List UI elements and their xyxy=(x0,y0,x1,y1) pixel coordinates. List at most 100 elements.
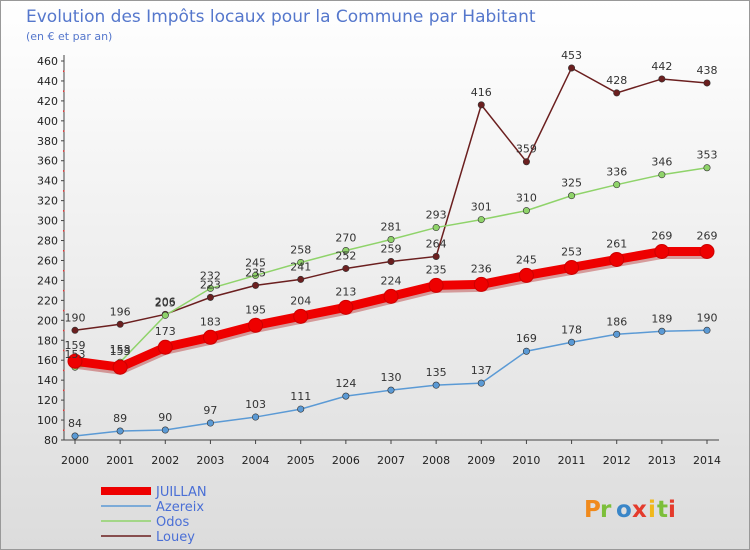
data-point xyxy=(658,327,666,335)
data-point xyxy=(338,299,354,315)
data-label: 213 xyxy=(335,285,356,298)
data-point xyxy=(342,392,350,400)
data-point xyxy=(297,405,305,413)
y-minor-tick xyxy=(63,349,65,352)
data-label: 224 xyxy=(381,274,402,287)
data-label: 111 xyxy=(290,390,311,403)
series-louey xyxy=(71,64,711,334)
logo-letter: P xyxy=(584,497,601,523)
y-minor-tick xyxy=(63,409,65,412)
logo-letter: t xyxy=(657,497,668,523)
data-label: 261 xyxy=(606,237,627,250)
data-point xyxy=(161,426,169,434)
y-tick-label: 80 xyxy=(44,434,58,447)
data-label: 293 xyxy=(426,209,447,222)
y-minor-tick xyxy=(63,369,65,372)
data-label: 232 xyxy=(200,269,221,282)
x-tick-label: 2001 xyxy=(106,454,134,467)
data-point xyxy=(432,252,440,260)
data-label: 173 xyxy=(155,325,176,338)
y-tick-label: 120 xyxy=(37,394,58,407)
data-point xyxy=(342,264,350,272)
data-point xyxy=(252,281,260,289)
data-point xyxy=(252,413,260,421)
data-label: 190 xyxy=(65,311,86,324)
data-point xyxy=(387,386,395,394)
data-point xyxy=(71,432,79,440)
data-point xyxy=(518,267,534,283)
y-minor-tick xyxy=(63,289,65,292)
data-point xyxy=(116,320,124,328)
data-label: 90 xyxy=(158,411,172,424)
data-point xyxy=(202,329,218,345)
data-point xyxy=(522,347,530,355)
data-label: 269 xyxy=(697,229,718,242)
x-tick-label: 2004 xyxy=(242,454,270,467)
chart-subtitle: (en € et par an) xyxy=(26,30,112,43)
data-label: 189 xyxy=(651,312,672,325)
data-label: 183 xyxy=(200,315,221,328)
data-point xyxy=(206,293,214,301)
y-minor-tick xyxy=(63,389,65,392)
data-label: 353 xyxy=(697,149,718,162)
data-label: 235 xyxy=(245,266,266,279)
data-label: 325 xyxy=(561,177,582,190)
x-tick-label: 2012 xyxy=(603,454,631,467)
data-point xyxy=(703,79,711,87)
y-tick-label: 200 xyxy=(37,314,58,327)
x-tick-label: 2013 xyxy=(648,454,676,467)
y-minor-tick xyxy=(63,230,65,232)
data-label: 253 xyxy=(561,245,582,258)
legend-label: Azereix xyxy=(156,500,204,515)
data-label: 310 xyxy=(516,192,537,205)
data-point xyxy=(564,259,580,275)
data-label: 281 xyxy=(381,221,402,234)
data-label: 153 xyxy=(110,345,131,358)
data-label: 186 xyxy=(606,315,627,328)
data-point xyxy=(432,224,440,232)
data-point xyxy=(428,277,444,293)
data-label: 336 xyxy=(606,166,627,179)
data-point xyxy=(609,251,625,267)
data-label: 223 xyxy=(200,278,221,291)
x-tick-label: 2011 xyxy=(558,454,586,467)
x-tick-label: 2014 xyxy=(693,454,721,467)
y-tick-label: 160 xyxy=(37,354,58,367)
data-point xyxy=(387,236,395,244)
data-label: 245 xyxy=(245,256,266,269)
data-point xyxy=(161,311,169,319)
data-point xyxy=(568,338,576,346)
data-point xyxy=(613,330,621,338)
data-point xyxy=(206,284,214,292)
data-label: 236 xyxy=(471,262,492,275)
data-point xyxy=(613,181,621,189)
y-tick-label: 320 xyxy=(37,195,58,208)
data-point xyxy=(477,216,485,224)
y-minor-tick xyxy=(63,70,65,72)
data-point xyxy=(658,75,666,83)
series-juillan xyxy=(67,243,715,375)
data-point xyxy=(387,257,395,265)
data-label: 190 xyxy=(697,311,718,324)
data-label: 269 xyxy=(651,229,672,242)
data-label: 103 xyxy=(245,398,266,411)
legend-item-odos: Odos xyxy=(101,515,189,530)
y-tick-label: 380 xyxy=(37,135,58,148)
y-tick-label: 240 xyxy=(37,274,58,287)
data-point xyxy=(71,326,79,334)
data-label: 252 xyxy=(335,249,356,262)
data-point xyxy=(473,276,489,292)
data-label: 438 xyxy=(697,64,718,77)
data-label: 178 xyxy=(561,323,582,336)
data-point xyxy=(477,379,485,387)
y-tick-label: 280 xyxy=(37,235,58,248)
legend-item-juillan: JUILLAN xyxy=(101,485,207,500)
data-label: 259 xyxy=(381,242,402,255)
y-tick-label: 100 xyxy=(37,414,58,427)
data-label: 195 xyxy=(245,303,266,316)
series-azereix xyxy=(71,326,711,440)
